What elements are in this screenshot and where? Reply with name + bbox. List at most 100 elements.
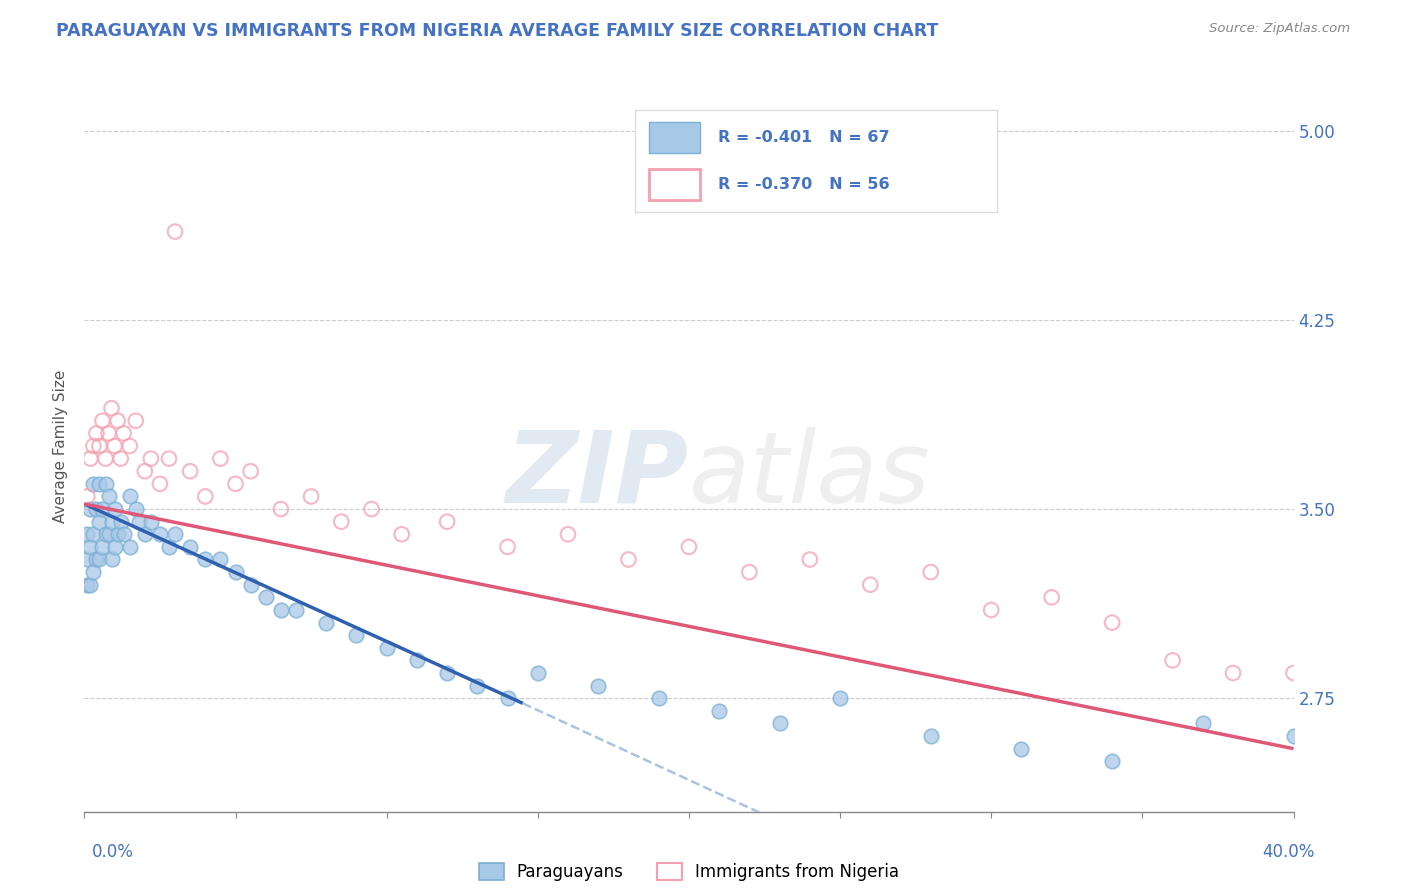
Point bbox=[496, 540, 519, 554]
Point bbox=[194, 552, 217, 566]
Point bbox=[86, 552, 108, 566]
Point bbox=[1101, 754, 1123, 768]
Point bbox=[360, 502, 382, 516]
Point bbox=[89, 515, 111, 529]
Point bbox=[1374, 741, 1396, 756]
Point bbox=[239, 464, 262, 478]
Text: Source: ZipAtlas.com: Source: ZipAtlas.com bbox=[1209, 22, 1350, 36]
Y-axis label: Average Family Size: Average Family Size bbox=[53, 369, 69, 523]
Point bbox=[79, 578, 101, 592]
Point bbox=[91, 502, 114, 516]
Point bbox=[769, 716, 792, 731]
Point bbox=[112, 426, 135, 441]
Text: 0.0%: 0.0% bbox=[91, 843, 134, 861]
Point bbox=[91, 414, 114, 428]
Point bbox=[270, 502, 292, 516]
Point bbox=[104, 540, 127, 554]
Point bbox=[107, 414, 129, 428]
Point bbox=[86, 502, 108, 516]
Text: PARAGUAYAN VS IMMIGRANTS FROM NIGERIA AVERAGE FAMILY SIZE CORRELATION CHART: PARAGUAYAN VS IMMIGRANTS FROM NIGERIA AV… bbox=[56, 22, 939, 40]
Point bbox=[557, 527, 579, 541]
Point bbox=[225, 565, 247, 579]
Point bbox=[139, 515, 162, 529]
Point bbox=[97, 426, 120, 441]
Point bbox=[76, 527, 98, 541]
Point bbox=[920, 729, 942, 743]
Point bbox=[527, 665, 550, 680]
Point bbox=[110, 451, 132, 466]
Point bbox=[94, 476, 117, 491]
Point bbox=[1161, 653, 1184, 667]
Point bbox=[588, 679, 610, 693]
Text: atlas: atlas bbox=[689, 426, 931, 524]
Point bbox=[76, 552, 98, 566]
Point bbox=[165, 225, 187, 239]
Point bbox=[496, 691, 519, 706]
Point bbox=[79, 451, 101, 466]
Point bbox=[118, 490, 141, 504]
Point bbox=[330, 515, 353, 529]
Point bbox=[239, 578, 262, 592]
Point bbox=[617, 552, 640, 566]
Point bbox=[1040, 591, 1063, 605]
Point bbox=[1282, 665, 1305, 680]
Point bbox=[157, 451, 180, 466]
Point bbox=[299, 490, 322, 504]
Point bbox=[1011, 741, 1033, 756]
Point bbox=[97, 490, 120, 504]
Point bbox=[79, 540, 101, 554]
Point bbox=[391, 527, 413, 541]
Point bbox=[436, 665, 458, 680]
Point bbox=[209, 552, 232, 566]
Point bbox=[270, 603, 292, 617]
Point bbox=[110, 515, 132, 529]
Point bbox=[375, 640, 398, 655]
Text: 40.0%: 40.0% bbox=[1263, 843, 1315, 861]
Point bbox=[648, 691, 671, 706]
Point bbox=[406, 653, 429, 667]
Point bbox=[82, 527, 104, 541]
Point bbox=[97, 527, 120, 541]
Point bbox=[125, 502, 148, 516]
Point bbox=[134, 464, 156, 478]
Point bbox=[76, 490, 98, 504]
Point bbox=[149, 527, 172, 541]
Point bbox=[980, 603, 1002, 617]
Point bbox=[436, 515, 458, 529]
Point bbox=[1101, 615, 1123, 630]
Text: ZIP: ZIP bbox=[506, 426, 689, 524]
Point bbox=[859, 578, 882, 592]
Point bbox=[89, 476, 111, 491]
Point bbox=[709, 704, 731, 718]
Point bbox=[139, 451, 162, 466]
Point bbox=[1282, 729, 1305, 743]
Point bbox=[920, 565, 942, 579]
Point bbox=[82, 565, 104, 579]
Point bbox=[76, 578, 98, 592]
Point bbox=[799, 552, 821, 566]
Point bbox=[82, 439, 104, 453]
Point bbox=[79, 502, 101, 516]
Point bbox=[104, 439, 127, 453]
Point bbox=[107, 527, 129, 541]
Point bbox=[100, 401, 122, 416]
Point bbox=[149, 476, 172, 491]
Point bbox=[91, 540, 114, 554]
Point bbox=[118, 540, 141, 554]
Point bbox=[285, 603, 308, 617]
Point bbox=[112, 527, 135, 541]
Point bbox=[94, 527, 117, 541]
Point bbox=[94, 451, 117, 466]
Legend: Paraguayans, Immigrants from Nigeria: Paraguayans, Immigrants from Nigeria bbox=[472, 856, 905, 888]
Point bbox=[165, 527, 187, 541]
Point bbox=[254, 591, 277, 605]
Point bbox=[678, 540, 700, 554]
Point bbox=[104, 502, 127, 516]
Point bbox=[315, 615, 337, 630]
Point bbox=[179, 464, 201, 478]
Point bbox=[82, 476, 104, 491]
Point bbox=[738, 565, 761, 579]
Point bbox=[830, 691, 852, 706]
Point bbox=[125, 414, 148, 428]
Point bbox=[89, 439, 111, 453]
